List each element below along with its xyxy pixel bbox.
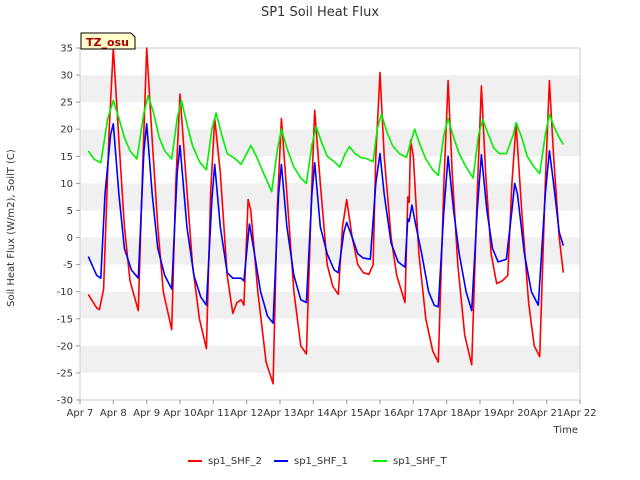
- x-tick-label: Apr 7: [67, 408, 94, 419]
- plot-frame: [79, 47, 581, 401]
- y-tick-label: 5: [67, 206, 73, 217]
- y-tick-label: -30: [57, 396, 73, 407]
- chart-title: SP1 Soil Heat Flux: [261, 5, 379, 20]
- grid-band: [80, 183, 580, 211]
- x-tick-label: Apr 13: [263, 408, 296, 419]
- y-axis-label: Soil Heat Flux (W/m2), SoilT (C): [6, 149, 17, 307]
- tz-badge-label: TZ_osu: [86, 36, 129, 49]
- series-lines: [87, 47, 565, 385]
- x-tick-label: Apr 22: [563, 408, 596, 419]
- legend-label-sp1_SHF_1: sp1_SHF_1: [294, 456, 348, 467]
- y-tick-label: 15: [60, 152, 73, 163]
- y-tick-label: -10: [57, 287, 73, 298]
- x-tick-label: Apr 11: [197, 408, 230, 419]
- background-bands: [80, 75, 580, 373]
- x-tick-label: Apr 20: [497, 408, 530, 419]
- y-tick-label: 30: [60, 71, 73, 82]
- x-tick-label: Apr 18: [430, 408, 463, 419]
- x-tick-label: Apr 21: [530, 408, 563, 419]
- y-tick-label: 0: [67, 233, 73, 244]
- x-tick-label: Apr 9: [133, 408, 160, 419]
- series-line-sp1_SHF_1: [87, 123, 565, 324]
- y-tick-label: -15: [57, 314, 73, 325]
- y-tick-label: -25: [57, 368, 73, 379]
- y-tick-label: 25: [60, 98, 73, 109]
- y-tick-label: -20: [57, 341, 73, 352]
- grid-band: [80, 75, 580, 103]
- x-axis-ticks: Apr 7 Apr 8 Apr 9 Apr 10 Apr 11 Apr 12 Apr 13 A…: [67, 400, 597, 419]
- x-tick-label: Apr 17: [397, 408, 430, 419]
- grid-band: [80, 291, 580, 319]
- x-tick-label: Apr 10: [163, 408, 196, 419]
- x-tick-label: Apr 16: [363, 408, 396, 419]
- legend-label-sp1_SHF_2: sp1_SHF_2: [208, 456, 262, 467]
- y-tick-label: 35: [60, 44, 73, 55]
- y-tick-label: -5: [63, 260, 73, 271]
- grid-band: [80, 345, 580, 373]
- x-tick-label: Apr 15: [330, 408, 363, 419]
- legend-label-sp1_SHF_T: sp1_SHF_T: [393, 456, 448, 467]
- x-tick-label: Apr 12: [230, 408, 263, 419]
- grid-band: [80, 129, 580, 157]
- y-axis-ticks: -30 -25 -20 -15 -10 -5 0 5 10 15 20 25 30 35: [57, 44, 80, 407]
- series-line-sp1_SHF_2: [87, 47, 565, 385]
- tz-badge: TZ_osu: [80, 32, 136, 50]
- legend: sp1_SHF_2 sp1_SHF_1 sp1_SHF_T: [188, 456, 448, 467]
- x-tick-label: Apr 14: [297, 408, 330, 419]
- x-tick-label: Apr 8: [100, 408, 127, 419]
- y-tick-label: 20: [60, 125, 73, 136]
- tz-badge-box: [80, 32, 136, 50]
- x-axis-label: Time: [553, 425, 578, 436]
- x-tick-label: Apr 19: [463, 408, 496, 419]
- y-tick-label: 10: [60, 179, 73, 190]
- series-line-sp1_SHF_T: [87, 94, 564, 193]
